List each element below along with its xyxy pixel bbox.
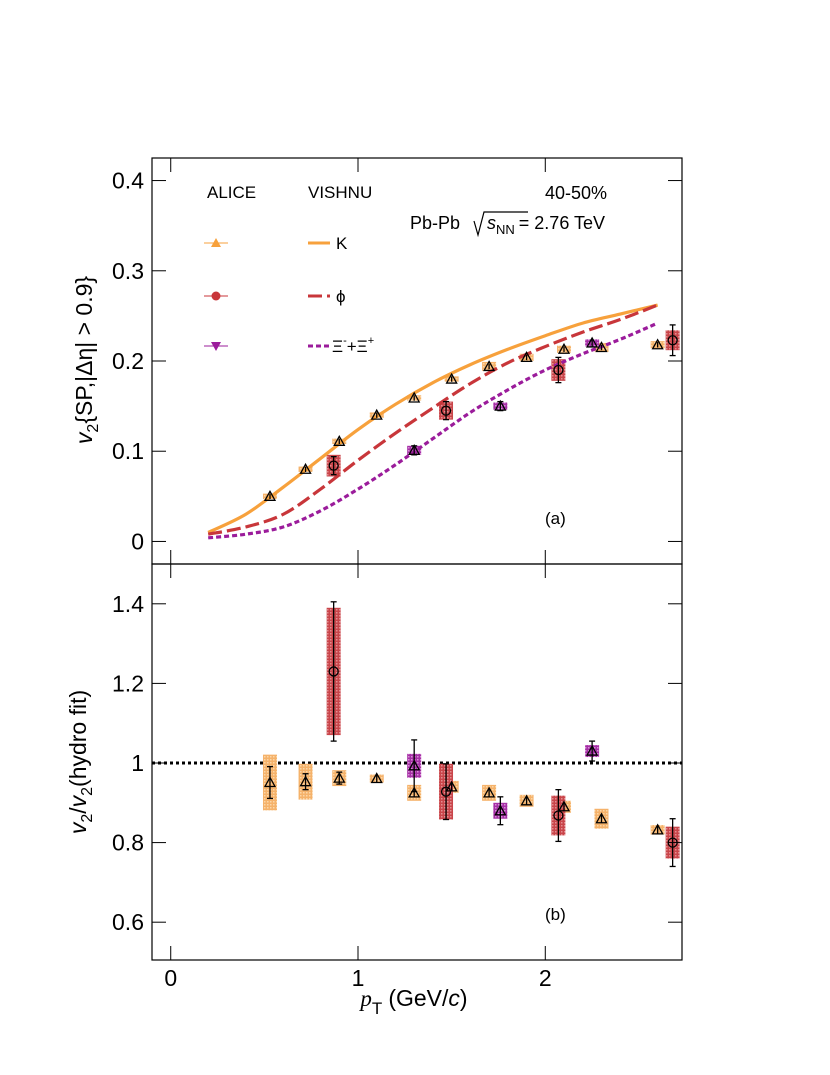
legend-entry-k: K — [204, 234, 348, 253]
data-point-xi — [586, 336, 599, 348]
panel-a-y-axis-title: v2{SP,|Δη| > 0.9} — [71, 276, 102, 444]
model-curve-k — [207, 303, 659, 534]
data-point-k — [520, 351, 533, 363]
data-point-k — [557, 800, 571, 812]
data-point-k — [651, 823, 664, 835]
panel-b-y-tick-label: 1.2 — [112, 670, 144, 696]
data-point-k — [595, 341, 608, 353]
data-point-k — [263, 489, 277, 501]
x-axis-title: pT (GeV/c) — [358, 985, 467, 1018]
legend-k-label: K — [336, 234, 348, 253]
panel-a-y-tick-label: 0 — [131, 528, 144, 554]
data-point-k — [299, 462, 312, 474]
legend-header-alice: ALICE — [207, 183, 256, 202]
panel-b-ticks: 0.6 0.8 1 1.2 1.4 — [112, 564, 682, 960]
data-point-k — [333, 771, 346, 783]
panel-b-y-tick-label: 1 — [131, 750, 144, 776]
data-point-phi — [440, 786, 452, 797]
data-point-xi — [408, 759, 421, 771]
panel-b-markers — [263, 666, 678, 848]
data-point-k — [557, 342, 571, 354]
legend-xi-marker — [211, 342, 221, 351]
data-point-k — [408, 391, 421, 403]
data-point-phi — [440, 405, 452, 416]
panel-b: 0.6 0.8 1 1.2 1.4 v2/v2(hydro fit) (b) — [65, 563, 683, 961]
panel-a: 0 0.1 0.2 0.3 0.4 v2{SP,|Δη| > 0.9} (a) ALIC… — [71, 157, 683, 565]
panel-a-y-tick-label: 0.1 — [112, 438, 144, 464]
panel-a-y-tick-label: 0.3 — [112, 258, 144, 284]
x-tick-labels: 0 1 2 — [164, 965, 551, 991]
legend-entry-xi: Ξ-+Ξ+ — [204, 335, 374, 356]
data-point-k — [445, 780, 458, 792]
panel-b-frame — [151, 563, 683, 961]
panel-b-systematic-boxes — [262, 607, 680, 859]
panel-a-y-tick-label: 0.2 — [112, 348, 144, 374]
model-curve-phi — [207, 303, 659, 536]
data-point-k — [482, 360, 496, 372]
legend-k-marker — [211, 238, 221, 247]
data-point-phi — [553, 810, 564, 821]
legend-entry-phi: ϕ — [204, 287, 346, 306]
legend-phi-label: ϕ — [336, 287, 346, 306]
panel-b-y-axis-title: v2/v2(hydro fit) — [65, 690, 96, 834]
data-point-k — [595, 812, 608, 824]
data-point-phi — [328, 666, 339, 677]
panel-a-markers — [263, 335, 678, 501]
data-point-phi — [328, 460, 339, 471]
data-point-xi — [408, 443, 421, 455]
data-point-phi — [553, 364, 564, 376]
data-point-k — [408, 786, 421, 798]
data-point-k — [333, 434, 346, 446]
panel-b-y-tick-label: 0.8 — [112, 830, 144, 856]
data-point-k — [370, 772, 383, 784]
panel-a-model-curves — [207, 303, 659, 540]
panel-b-y-tick-label: 0.6 — [112, 909, 144, 935]
centrality-label: 40-50% — [545, 183, 607, 203]
legend-phi-marker — [211, 291, 221, 301]
data-point-xi — [586, 744, 599, 756]
panel-a-systematic-boxes — [262, 330, 680, 500]
panel-b-y-tick-label: 1.4 — [112, 591, 144, 617]
data-point-xi — [494, 804, 507, 816]
energy-label: sNN = 2.76 TeV — [487, 213, 605, 237]
data-point-k — [370, 408, 383, 420]
data-point-k — [520, 794, 533, 806]
data-point-phi — [667, 335, 678, 346]
data-point-k — [445, 372, 458, 384]
info-block: 40-50% Pb-Pb sNN = 2.76 TeV — [410, 183, 607, 238]
model-curve-xi — [208, 321, 659, 540]
x-tick-label: 1 — [352, 965, 365, 991]
panel-a-ticks: 0 0.1 0.2 0.3 0.4 — [112, 158, 682, 564]
data-point-k — [651, 338, 664, 350]
system-label: Pb-Pb — [410, 213, 460, 233]
data-point-k — [263, 776, 277, 788]
data-point-k — [299, 775, 312, 787]
legend: ALICE VISHNU K ϕ Ξ-+Ξ+ — [204, 183, 374, 356]
panel-a-tag: (a) — [545, 509, 566, 528]
panel-a-y-tick-label: 0.4 — [112, 168, 144, 194]
data-point-xi — [494, 399, 507, 411]
x-tick-label: 2 — [539, 965, 552, 991]
panel-b-tag: (b) — [545, 905, 566, 924]
sqrt-symbol — [473, 211, 528, 238]
x-tick-label: 0 — [164, 965, 177, 991]
legend-header-vishnu: VISHNU — [308, 183, 372, 202]
data-point-k — [482, 786, 496, 798]
legend-xi-label: Ξ-+Ξ+ — [332, 335, 374, 356]
panel-b-error-bars — [266, 601, 676, 868]
